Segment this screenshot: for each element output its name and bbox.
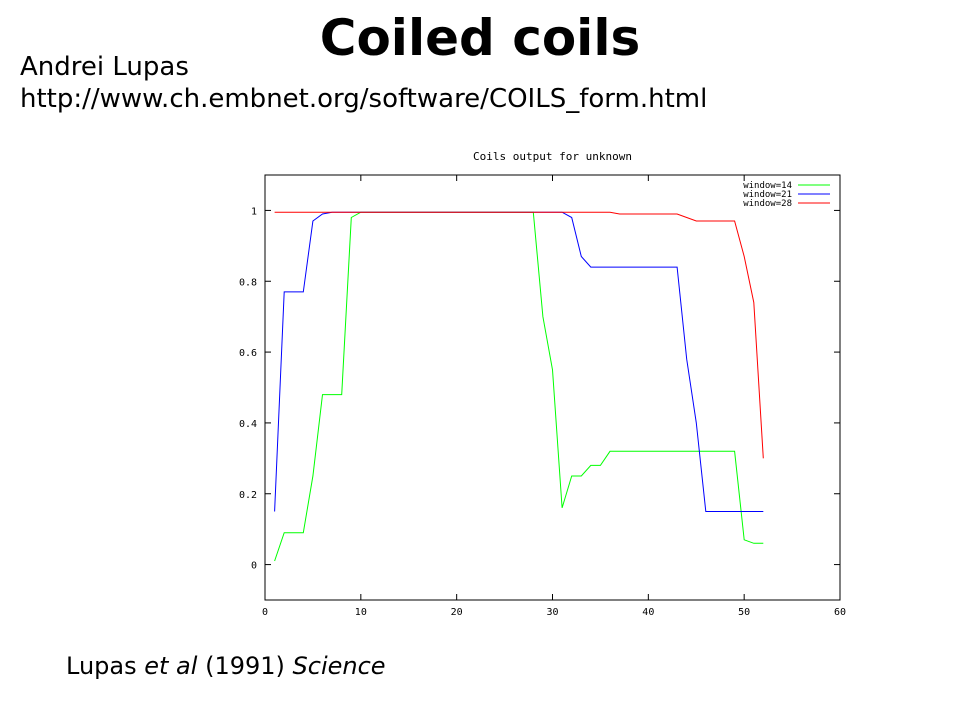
y-tick-label: 0.4 (239, 419, 257, 430)
citation-year: (1991) (205, 652, 285, 680)
citation-etal: et al (144, 652, 198, 680)
x-tick-label: 0 (262, 607, 268, 618)
series-line-window=28 (274, 211, 764, 459)
citation-journal: Science (292, 652, 386, 680)
citation: Lupas et al (1991) Science (66, 650, 386, 682)
y-tick-label: 0.8 (239, 277, 257, 288)
x-tick-label: 50 (738, 607, 750, 618)
legend-label: window=28 (743, 199, 792, 209)
series-line-window=21 (274, 211, 764, 512)
x-tick-label: 20 (451, 607, 463, 618)
x-tick-label: 10 (355, 607, 367, 618)
legend-label: window=14 (743, 181, 792, 191)
x-tick-label: 30 (546, 607, 558, 618)
chart-title: Coils output for unknown (473, 150, 632, 163)
x-tick-label: 40 (642, 607, 654, 618)
legend-label: window=21 (743, 190, 792, 200)
coils-url[interactable]: http://www.ch.embnet.org/software/COILS_… (20, 84, 708, 114)
y-tick-label: 0.2 (239, 490, 257, 501)
y-tick-label: 0 (251, 561, 257, 572)
author-name: Andrei Lupas (20, 52, 189, 82)
plot-frame (264, 174, 841, 601)
x-tick-label: 60 (834, 607, 846, 618)
citation-author: Lupas (66, 652, 137, 680)
y-tick-label: 1 (251, 206, 257, 217)
y-tick-label: 0.6 (239, 348, 257, 359)
series-line-window=14 (274, 211, 764, 562)
slide-title: Coiled coils (319, 9, 641, 67)
